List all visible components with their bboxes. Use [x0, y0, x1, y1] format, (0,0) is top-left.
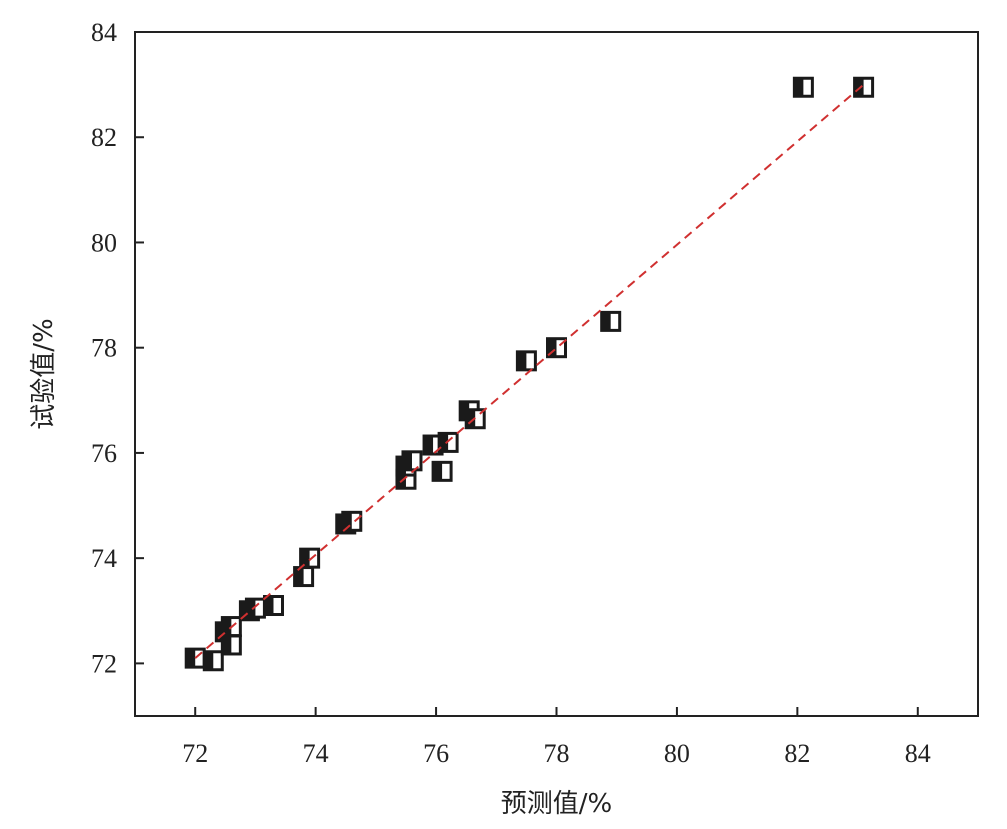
y-tick-label: 72	[91, 649, 117, 678]
data-point	[464, 408, 486, 430]
data-point	[220, 634, 242, 656]
x-tick-label: 72	[182, 739, 208, 768]
y-axis-label: 试验值/%	[29, 318, 59, 429]
x-tick-label: 78	[544, 739, 570, 768]
x-axis-label: 预测值/%	[501, 789, 612, 819]
data-point	[401, 450, 423, 472]
data-point	[293, 566, 315, 588]
y-tick-label: 82	[91, 123, 117, 152]
data-point	[262, 595, 284, 617]
x-tick-label: 84	[905, 739, 931, 768]
data-point	[853, 76, 875, 98]
data-point	[600, 310, 622, 332]
y-tick-label: 80	[91, 228, 117, 257]
x-tick-label: 74	[303, 739, 329, 768]
y-tick-label: 84	[91, 18, 117, 47]
x-tick-label: 76	[423, 739, 449, 768]
y-tick-label: 76	[91, 439, 117, 468]
data-point	[515, 350, 537, 372]
axis-ticks: 72 74 76 78 80 82 84 72 74 76 78 80 82 84	[91, 18, 931, 768]
data-point	[431, 460, 453, 482]
y-tick-label: 74	[91, 544, 117, 573]
data-points	[184, 76, 875, 672]
data-point	[792, 76, 814, 98]
x-tick-label: 82	[784, 739, 810, 768]
x-tick-label: 80	[664, 739, 690, 768]
data-point	[341, 510, 363, 532]
data-point	[202, 650, 224, 672]
data-point	[299, 547, 321, 569]
data-point	[244, 597, 266, 619]
reference-line	[194, 83, 865, 659]
y-tick-label: 78	[91, 334, 117, 363]
